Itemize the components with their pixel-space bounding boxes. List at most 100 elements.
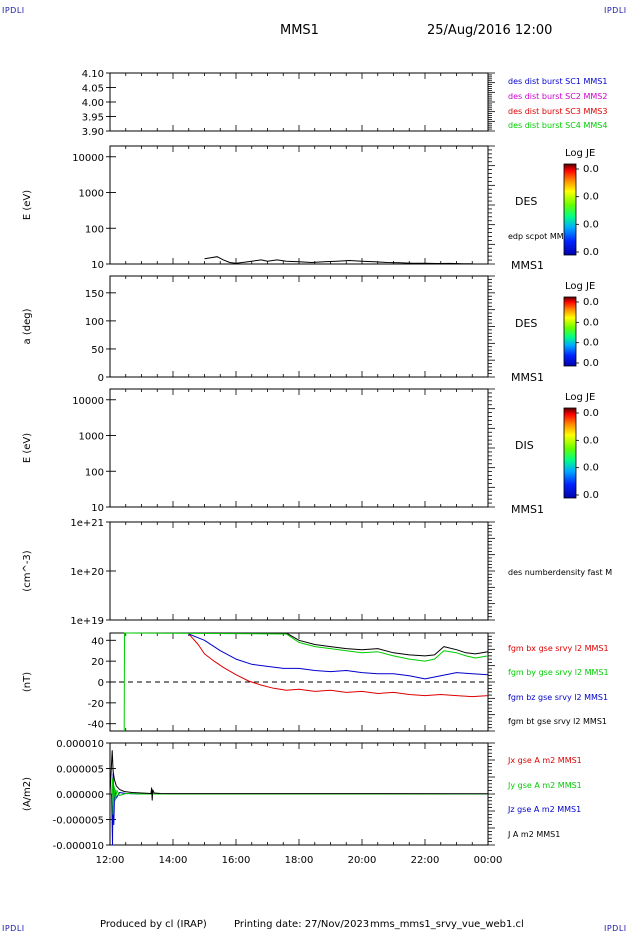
p5-y-tick-label: 1e+21 [70,518,104,529]
p5-y-tick-label: 1e+20 [70,567,104,578]
p4-frame [109,388,489,508]
p2-instrument-label: DES [515,195,537,208]
p1-legend-entry: des dist burst SC3 MMS3 [508,107,607,116]
p5-frame [109,521,489,621]
p3-y-tick-label: 50 [91,345,104,356]
p3-y-tick-label: 0 [98,373,104,384]
p4-y-tick-label: 1000 [79,432,104,443]
time-axis-label: 12:00 [96,855,125,866]
time-axis-label: 00:00 [474,855,503,866]
p2-colorbar-label: 0.0 [583,164,599,175]
p2-overlay-line [204,256,473,265]
p1-legend-entry: des dist burst SC1 MMS1 [508,77,607,86]
date-title: 25/Aug/2016 12:00 [427,23,553,38]
p2-colorbar-label: 0.0 [583,247,599,258]
p7-legend-entry: Jx gse A m2 MMS1 [507,756,582,765]
corner-label-bottom-left: IPDLI [2,924,25,933]
p4-colorbar-label: 0.0 [583,435,599,446]
p6-y-tick-label: -40 [88,720,104,731]
p7-legend-entry: Jy gse A m2 MMS1 [507,781,582,790]
p5-y-tick-label: 1e+19 [70,616,104,627]
time-axis-label: 20:00 [348,855,377,866]
p7-series-line [111,778,488,815]
p4-spacecraft-label: MMS1 [511,503,544,516]
p2-colorbar-label: 0.0 [583,219,599,230]
footer-printing-date: Printing date: 27/Nov/2023 [234,919,370,930]
p1-y-tick-label: 4.00 [82,98,104,109]
p6-y-tick-label: 0 [98,678,104,689]
p6-legend-entry: fgm bx gse srvy l2 MMS1 [508,644,609,653]
p6-y-tick-label: 20 [91,657,104,668]
p6-series-line [123,632,489,732]
time-axis-label: 18:00 [285,855,314,866]
p3-colorbar-title: Log JE [565,281,595,292]
p3-y-axis-label: a (deg) [22,308,33,344]
p2-colorbar-title: Log JE [565,148,595,159]
p2-colorbar [563,163,577,256]
p7-y-tick-label: 0.000000 [56,790,104,801]
p2-y-tick-label: 10 [91,260,104,271]
p4-y-tick-label: 100 [85,467,104,478]
spacecraft-title: MMS1 [280,23,319,38]
p2-colorbar-label: 0.0 [583,192,599,203]
p1-frame [109,72,489,132]
p3-frame [109,275,489,378]
p6-legend-entry: fgm by gse srvy l2 MMS1 [508,668,609,677]
p4-colorbar [563,407,577,499]
p6-y-tick-label: -20 [88,699,104,710]
p2-overlay-label: edp scpot MMS1 [508,232,574,241]
p2-y-axis-label: E (eV) [22,190,33,220]
p6-legend-entry: fgm bz gse srvy l2 MMS1 [508,693,608,702]
time-axis-label: 16:00 [222,855,251,866]
p6-legend-entry: fgm bt gse srvy l2 MMS1 [508,717,607,726]
footer-filename: mms_mms1_srvy_vue_web1.cl [370,919,524,930]
p2-y-tick-label: 100 [85,224,104,235]
p1-y-tick-label: 4.05 [82,84,104,95]
p3-colorbar-label: 0.0 [583,317,599,328]
p3-spacecraft-label: MMS1 [511,371,544,384]
p6-series-line [286,632,489,657]
p1-y-tick-label: 3.95 [82,113,104,124]
p5-legend-entry: des numberdensity fast M [508,568,612,577]
p6-series-line [188,633,489,698]
p7-y-axis-label: (A/m2) [22,777,33,811]
time-axis-label: 14:00 [159,855,188,866]
p7-legend-entry: J A m2 MMS1 [507,830,560,839]
p2-spacecraft-label: MMS1 [511,259,544,272]
p4-colorbar-label: 0.0 [583,463,599,474]
p4-colorbar-title: Log JE [565,392,595,403]
p1-y-tick-label: 4.10 [82,69,104,80]
p7-series-line [111,773,488,846]
footer-produced-by: Produced by cl (IRAP) [100,919,207,930]
p3-y-tick-label: 150 [85,289,104,300]
p4-instrument-label: DIS [515,439,534,452]
p6-y-axis-label: (nT) [22,672,33,692]
p3-colorbar [563,296,577,367]
p1-legend-entry: des dist burst SC4 MMS4 [508,121,607,130]
p4-colorbar-label: 0.0 [583,408,599,419]
p2-frame [109,145,489,265]
p2-y-tick-label: 10000 [72,153,104,164]
p3-y-tick-label: 100 [85,317,104,328]
time-axis-label: 22:00 [411,855,440,866]
p7-y-tick-label: -0.000010 [53,841,104,852]
p7-series-line [109,750,489,801]
p1-y-tick-label: 3.90 [82,127,104,138]
p2-y-tick-label: 1000 [79,189,104,200]
p7-y-tick-label: 0.000005 [56,765,104,776]
p4-y-tick-label: 10000 [72,396,104,407]
corner-label-bottom-right: IPDLI [604,924,627,933]
p4-y-tick-label: 10 [91,503,104,514]
p4-colorbar-label: 0.0 [583,490,599,501]
p3-instrument-label: DES [515,317,537,330]
p7-legend-entry: Jz gse A m2 MMS1 [507,805,581,814]
p5-y-axis-label: (cm^-3) [22,550,33,591]
corner-label-top-left: IPDLI [2,6,25,15]
p6-series-line [188,633,489,680]
corner-label-top-right: IPDLI [604,6,627,15]
p4-y-axis-label: E (eV) [22,433,33,463]
p1-legend-entry: des dist burst SC2 MMS2 [508,92,607,101]
p3-colorbar-label: 0.0 [583,338,599,349]
p7-y-tick-label: 0.000010 [56,739,104,750]
